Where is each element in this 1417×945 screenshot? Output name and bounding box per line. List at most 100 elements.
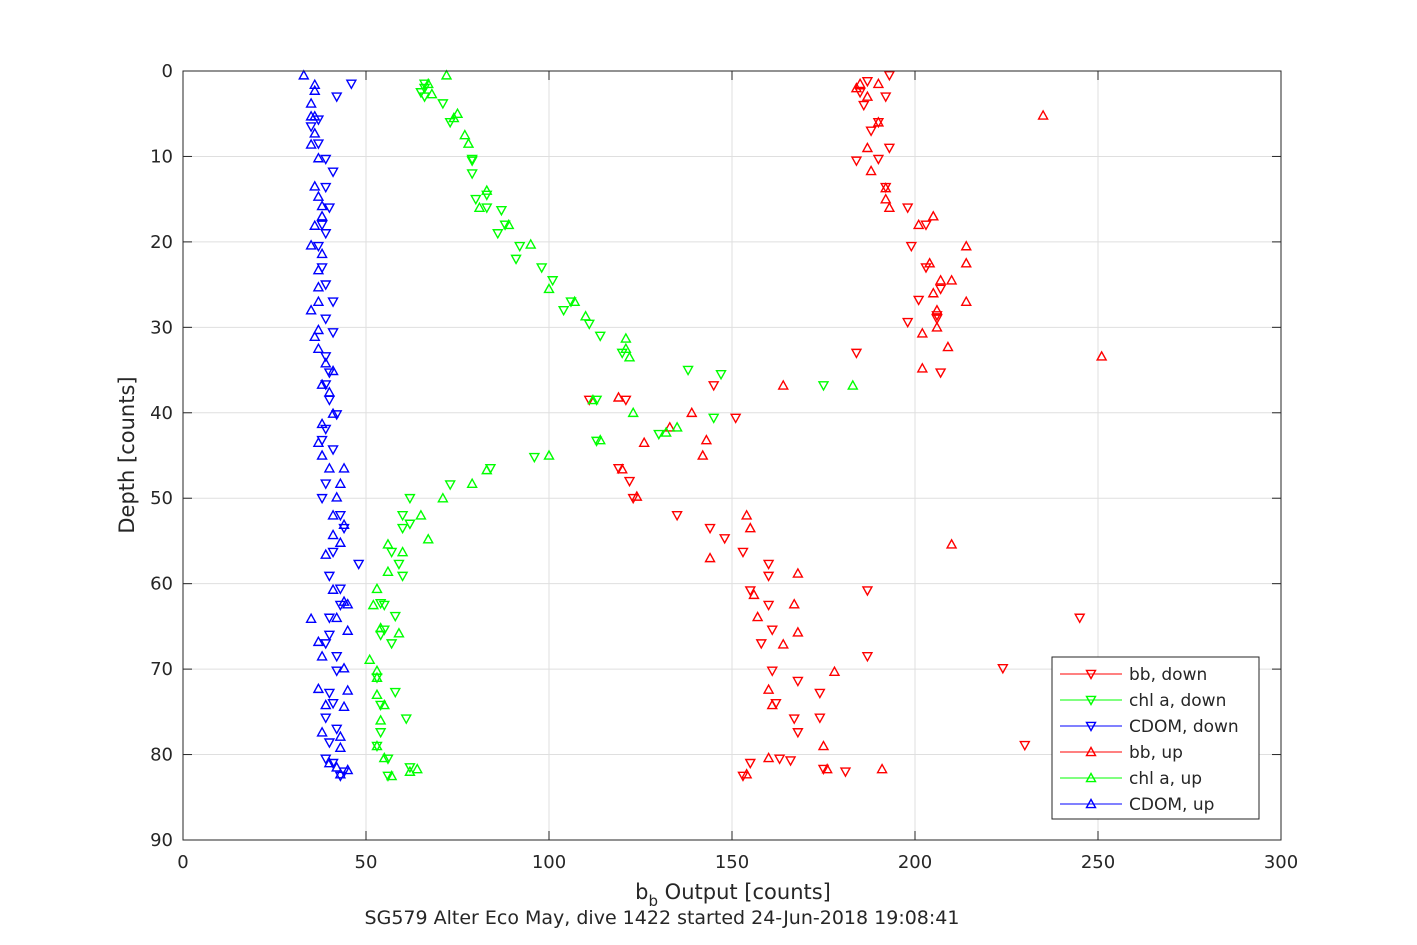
data-point: [312, 682, 325, 694]
data-point: [960, 295, 972, 306]
data-point: [546, 276, 559, 287]
data-point: [323, 368, 336, 379]
data-point: [762, 571, 775, 582]
data-point: [528, 452, 541, 464]
data-point: [1019, 740, 1031, 752]
data-point: [1037, 109, 1049, 120]
data-point: [543, 282, 555, 294]
data-point: [316, 210, 328, 221]
data-point: [744, 586, 756, 597]
data-point: [309, 330, 321, 342]
data-point: [481, 190, 493, 201]
data-point: [850, 156, 863, 167]
data-point: [861, 586, 874, 597]
data-point: [309, 127, 321, 138]
data-point: [327, 364, 339, 376]
data-point: [338, 700, 350, 712]
y-tick-label: 90: [150, 830, 173, 851]
data-point: [594, 331, 606, 342]
data-point: [309, 84, 321, 95]
data-point: [945, 538, 958, 549]
data-point: [404, 765, 416, 776]
data-point: [363, 653, 376, 665]
data-point: [912, 295, 925, 306]
x-axis-label: bb Output [counts]: [635, 880, 831, 910]
data-point: [331, 491, 343, 502]
data-point: [374, 714, 387, 725]
data-point: [316, 200, 328, 211]
data-point: [374, 599, 387, 610]
data-point: [880, 193, 892, 204]
legend-marker: [1085, 695, 1097, 706]
x-tick-label: 200: [898, 852, 932, 873]
data-point: [766, 666, 778, 677]
legend-marker: [1085, 669, 1097, 680]
data-point: [342, 763, 354, 775]
data-point: [334, 584, 347, 595]
data-point: [367, 599, 380, 610]
data-point: [323, 738, 336, 749]
data-point: [316, 378, 328, 389]
data-point: [396, 546, 409, 557]
data-point: [708, 413, 720, 424]
axis-ticks: 0 50 100 150 200 250 300 0 10 20 30 40 50 60 70 80 90: [150, 61, 1298, 873]
y-tick-label: 30: [150, 317, 173, 338]
data-point: [338, 518, 350, 530]
data-point: [828, 665, 841, 676]
data-point: [466, 477, 478, 488]
data-point: [312, 323, 325, 335]
data-point: [338, 462, 350, 473]
data-point: [316, 650, 328, 661]
data-point: [916, 362, 929, 373]
data-point: [616, 463, 628, 474]
data-point: [378, 625, 390, 636]
data-point: [305, 122, 317, 133]
data-point: [792, 728, 804, 739]
series-bb-up: [612, 77, 1108, 779]
data-point: [861, 90, 874, 101]
data-point: [323, 571, 336, 582]
data-point: [323, 688, 336, 699]
data-point: [331, 651, 343, 663]
legend-box: [1051, 656, 1260, 820]
y-tick-label: 80: [150, 745, 173, 766]
data-point: [901, 317, 914, 329]
series-cdom-up: [298, 69, 354, 779]
data-point: [411, 763, 423, 774]
data-point: [748, 588, 760, 600]
data-point: [865, 165, 877, 176]
data-point: [766, 625, 778, 636]
legend-entry: bb, up: [1060, 743, 1183, 763]
data-point: [396, 571, 409, 582]
data-point: [751, 611, 764, 622]
data-point: [345, 79, 358, 90]
data-point: [327, 547, 339, 558]
data-point: [934, 274, 947, 285]
data-point: [817, 764, 830, 776]
legend-marker: [1085, 772, 1097, 783]
data-point: [316, 220, 328, 231]
chart-subtitle: SG579 Alter Eco May, dive 1422 started 2…: [365, 907, 960, 929]
data-point: [858, 100, 870, 112]
data-point: [396, 523, 409, 535]
data-point: [320, 154, 332, 165]
legend-marker: [1085, 798, 1097, 809]
data-point: [466, 169, 478, 180]
data-point: [481, 464, 493, 475]
data-point: [495, 205, 508, 217]
y-tick-label: 20: [150, 232, 173, 253]
data-point: [320, 713, 332, 724]
data-point: [880, 182, 892, 193]
data-point: [312, 342, 325, 353]
data-point: [382, 771, 394, 782]
data-point: [912, 218, 925, 230]
data-point: [960, 257, 972, 268]
data-point: [309, 219, 321, 230]
data-point: [320, 182, 332, 194]
data-point: [481, 203, 493, 214]
data-point: [737, 771, 749, 782]
data-point: [378, 752, 390, 763]
data-point: [942, 341, 954, 352]
data-point: [817, 381, 830, 392]
